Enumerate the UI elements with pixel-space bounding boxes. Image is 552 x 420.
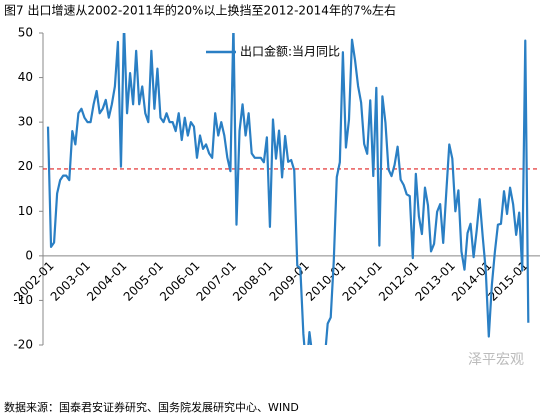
y-tick-label: 30 [18,115,33,129]
y-tick-label: -10 [13,293,33,307]
watermark: 泽平宏观 [468,352,524,368]
y-tick-label: 50 [18,26,33,40]
y-tick-label: 10 [18,204,33,218]
y-tick-label: 0 [25,248,33,262]
chart-title: 图7 出口增速从2002-2011年的20%以上换挡至2012-2014年的7%… [4,3,396,18]
y-tick-label: 40 [18,70,33,84]
series-line [46,33,530,345]
source-note: 数据来源：国泰君安证券研究、国务院发展研究中心、WIND [4,400,299,414]
y-tick-label: -20 [13,338,33,352]
legend-label: 出口金额:当月同比 [240,44,340,59]
y-tick-label: 20 [18,159,33,173]
